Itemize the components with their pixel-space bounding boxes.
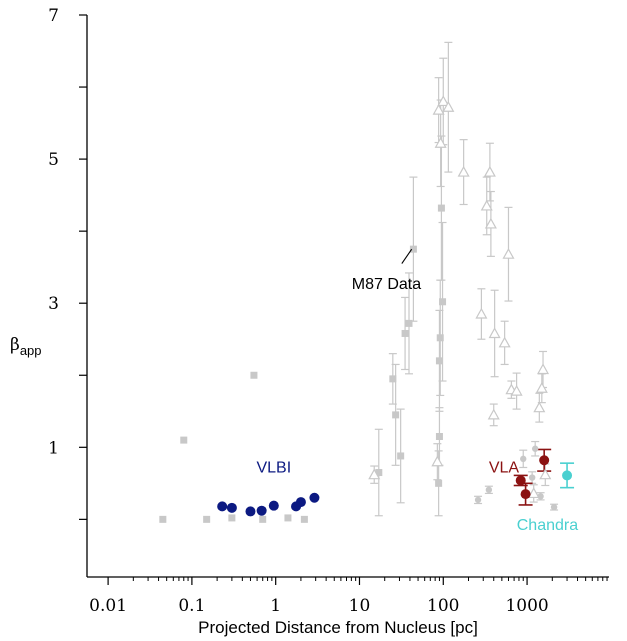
data-point — [475, 307, 488, 319]
data-point — [550, 503, 558, 511]
data-point — [515, 475, 526, 486]
data-point — [375, 469, 383, 477]
data-point — [457, 165, 470, 177]
y-tick-label: 5 — [48, 150, 59, 170]
data-point — [502, 247, 515, 259]
data-point — [228, 514, 236, 522]
x-tick-label: 0.1 — [178, 596, 205, 616]
annotation-pointer — [401, 248, 413, 264]
x-tick-label: 1000 — [505, 596, 548, 616]
data-point — [389, 375, 397, 383]
data-point — [485, 486, 493, 494]
annotation-label: VLBI — [256, 460, 291, 477]
axes: 1 3 5 7 0.01 0.1 1 10 100 1000 Projected Distance … — [10, 6, 609, 637]
annotation-label: VLA — [489, 460, 520, 477]
data-point — [520, 455, 527, 463]
data-point — [562, 470, 573, 481]
data-point — [474, 496, 482, 504]
annotation-label: Chandra — [517, 517, 578, 534]
data-point — [434, 137, 447, 148]
data-point — [528, 474, 536, 481]
y-tick-label: 1 — [48, 438, 59, 458]
data-point — [539, 468, 552, 480]
data-point — [435, 479, 443, 487]
data-point — [217, 501, 228, 512]
x-tick-label: 1 — [270, 596, 281, 616]
data-point — [226, 502, 237, 513]
data-point — [436, 334, 444, 342]
data-point — [537, 363, 550, 375]
data-point — [256, 505, 267, 516]
data-point — [309, 492, 320, 503]
data-point — [442, 100, 455, 112]
data-point — [510, 384, 523, 396]
data-point — [437, 95, 450, 107]
x-tick-label: 100 — [427, 596, 459, 616]
data-point — [432, 103, 445, 115]
data-point — [531, 445, 539, 452]
data-point — [487, 408, 500, 420]
annotations: M87 Data VLBI VLA Chandra — [256, 248, 578, 534]
y-tick-label: 3 — [48, 294, 59, 314]
data-point — [284, 514, 292, 522]
data-point — [480, 199, 493, 211]
data-point — [180, 436, 188, 444]
data-point — [431, 455, 444, 467]
data-point — [245, 506, 256, 517]
data-point — [368, 468, 381, 480]
y-tick-label: 7 — [48, 6, 59, 26]
data-point — [259, 515, 267, 523]
x-tick-label: 10 — [349, 596, 371, 616]
data-point — [397, 452, 405, 460]
data-point — [527, 487, 540, 499]
data-point — [203, 515, 211, 523]
y-axis-title: βapp — [10, 335, 42, 358]
data-point — [484, 217, 497, 229]
data-point — [539, 455, 550, 466]
data-point — [300, 515, 308, 523]
data-point — [535, 381, 548, 393]
data-point — [439, 298, 447, 306]
annotation-label: M87 Data — [352, 276, 421, 293]
data-point — [533, 401, 546, 413]
data-point — [401, 329, 409, 337]
data-point — [268, 500, 279, 511]
data-point — [520, 489, 531, 500]
data-point — [498, 336, 511, 348]
data-point — [250, 371, 258, 379]
data-point — [435, 357, 443, 365]
x-tick-label: 0.01 — [89, 596, 127, 616]
data-point — [483, 165, 496, 177]
data-points — [159, 95, 573, 523]
data-point — [537, 493, 544, 500]
data-point — [159, 515, 167, 523]
data-point — [392, 411, 400, 419]
x-axis-title: Projected Distance from Nucleus [pc] — [198, 618, 478, 637]
data-point — [405, 319, 413, 327]
data-point — [435, 433, 443, 440]
data-point — [437, 204, 445, 212]
data-point — [488, 327, 501, 339]
data-point — [409, 245, 417, 253]
data-point — [295, 497, 306, 508]
